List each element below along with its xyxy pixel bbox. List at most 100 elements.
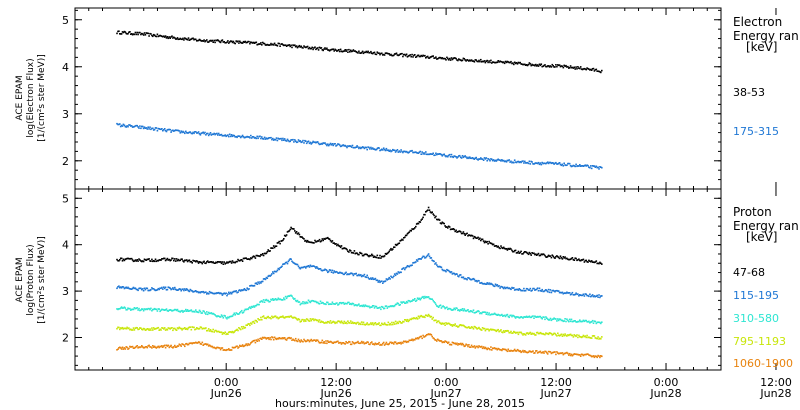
data-point-38-53: [168, 36, 171, 38]
data-point-47-68: [132, 260, 135, 263]
data-point-47-68: [212, 261, 214, 263]
data-point-47-68: [276, 242, 279, 244]
data-point-38-53: [133, 33, 136, 36]
data-point-795-1193: [375, 323, 378, 326]
data-point-47-68: [314, 239, 316, 242]
data-point-310-580: [596, 321, 598, 324]
data-point-1060-1900: [337, 340, 339, 343]
data-point-1060-1900: [168, 346, 171, 349]
data-point-38-53: [242, 40, 245, 43]
data-point-115-195: [374, 277, 377, 280]
data-point-1060-1900: [305, 340, 307, 343]
data-point-38-53: [264, 44, 267, 46]
data-point-38-53: [444, 57, 446, 60]
data-point-310-580: [506, 313, 509, 316]
data-point-175-315: [240, 135, 243, 138]
data-point-175-315: [473, 158, 476, 160]
data-point-115-195: [506, 286, 509, 289]
data-point-47-68: [557, 255, 559, 258]
data-point-47-68: [399, 240, 401, 242]
data-point-47-68: [275, 245, 278, 247]
data-point-175-315: [201, 132, 204, 134]
data-point-38-53: [546, 65, 549, 67]
data-point-47-68: [327, 236, 329, 239]
data-point-175-315: [305, 142, 308, 145]
data-point-38-53: [259, 43, 261, 45]
data-point-310-580: [366, 305, 368, 307]
data-point-47-68: [244, 257, 247, 259]
data-point-47-68: [583, 261, 586, 263]
data-point-175-315: [378, 147, 380, 149]
data-point-310-580: [287, 295, 290, 297]
data-point-38-53: [359, 52, 361, 54]
data-point-795-1193: [593, 335, 596, 337]
data-point-795-1193: [546, 332, 548, 335]
data-point-175-315: [363, 147, 366, 150]
data-point-175-315: [361, 146, 364, 148]
data-point-115-195: [203, 291, 205, 294]
data-point-47-68: [316, 240, 319, 242]
data-point-310-580: [469, 310, 472, 312]
data-point-1060-1900: [353, 342, 356, 345]
data-point-47-68: [317, 240, 320, 242]
data-point-115-195: [125, 286, 127, 289]
data-point-310-580: [583, 320, 586, 323]
data-point-310-580: [184, 310, 186, 312]
data-point-1060-1900: [560, 352, 563, 355]
data-point-310-580: [362, 304, 365, 306]
data-point-175-315: [131, 126, 134, 128]
data-point-47-68: [493, 245, 496, 247]
data-point-47-68: [187, 259, 190, 262]
data-point-47-68: [446, 226, 448, 228]
data-point-1060-1900: [158, 346, 160, 349]
data-point-795-1193: [393, 321, 395, 324]
data-point-175-315: [145, 127, 148, 129]
data-point-1060-1900: [562, 353, 565, 356]
data-point-1060-1900: [359, 342, 361, 345]
data-point-310-580: [497, 313, 499, 316]
data-point-175-315: [282, 137, 284, 140]
data-point-38-53: [141, 33, 144, 35]
data-point-38-53: [258, 43, 260, 45]
data-point-47-68: [367, 254, 369, 257]
data-point-175-315: [314, 141, 316, 143]
data-point-115-195: [127, 286, 129, 289]
data-point-310-580: [359, 305, 361, 307]
data-point-795-1193: [469, 327, 471, 329]
data-point-115-195: [130, 288, 133, 290]
data-point-175-315: [206, 132, 209, 135]
data-point-38-53: [519, 61, 521, 64]
data-point-47-68: [579, 259, 582, 262]
data-point-115-195: [351, 273, 354, 275]
data-point-310-580: [183, 310, 185, 312]
data-point-115-195: [257, 281, 259, 283]
data-point-115-195: [393, 275, 395, 277]
data-point-175-315: [474, 157, 477, 159]
data-point-47-68: [189, 261, 192, 263]
data-point-175-315: [136, 124, 138, 127]
data-point-38-53: [440, 57, 443, 60]
data-point-47-68: [241, 260, 244, 262]
data-point-795-1193: [174, 327, 176, 330]
data-point-1060-1900: [436, 340, 438, 342]
data-point-175-315: [124, 125, 127, 128]
data-point-115-195: [548, 291, 551, 294]
data-point-1060-1900: [520, 351, 522, 354]
data-point-47-68: [253, 255, 256, 258]
data-point-175-315: [329, 142, 332, 145]
data-point-1060-1900: [354, 342, 357, 344]
data-point-47-68: [404, 234, 407, 237]
data-point-1060-1900: [199, 343, 202, 345]
data-point-38-53: [134, 31, 137, 34]
data-point-795-1193: [456, 325, 458, 327]
data-point-310-580: [294, 299, 297, 302]
data-point-47-68: [274, 245, 277, 247]
data-point-1060-1900: [403, 340, 405, 343]
data-point-175-315: [141, 125, 144, 128]
data-point-310-580: [579, 320, 582, 323]
data-point-38-53: [174, 37, 176, 39]
data-point-115-195: [465, 278, 467, 280]
data-point-1060-1900: [487, 347, 489, 349]
data-point-38-53: [241, 42, 244, 44]
data-point-38-53: [126, 33, 128, 35]
